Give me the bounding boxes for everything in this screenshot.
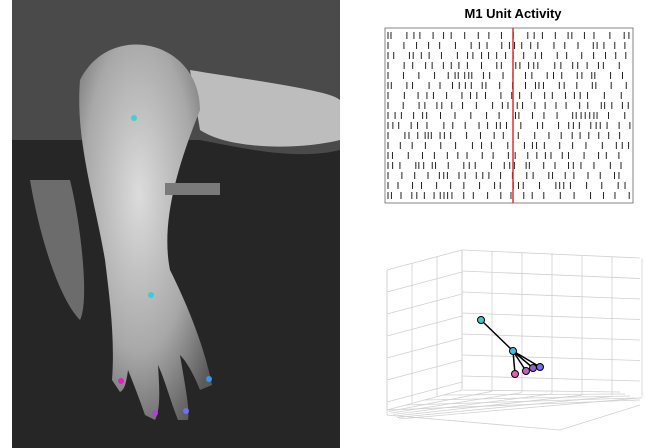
grid-line [387, 294, 462, 314]
grid-line [462, 271, 640, 279]
grid-line [387, 360, 462, 380]
grid-line [387, 250, 462, 270]
video-frame [12, 0, 340, 448]
grid-line [462, 250, 640, 258]
page: M1 Unit Activity (() => { const data = J… [0, 0, 645, 448]
grid-line [462, 334, 640, 340]
figure: M1 Unit Activity [0, 0, 645, 448]
grid-line [444, 394, 625, 395]
grid-line [387, 272, 462, 292]
panel-title: M1 Unit Activity [464, 6, 562, 21]
grid-line [387, 338, 462, 358]
grid-line [387, 316, 462, 336]
grid-line [462, 376, 640, 381]
grid-line [462, 355, 640, 361]
grid-line [463, 390, 620, 392]
raster-plot [385, 28, 633, 203]
pose-skeleton [478, 317, 544, 378]
grid-line [462, 292, 640, 299]
grid-line [387, 415, 560, 430]
grid-line [560, 405, 640, 430]
grid-line [462, 313, 640, 320]
pose-3d-plot [387, 250, 642, 430]
